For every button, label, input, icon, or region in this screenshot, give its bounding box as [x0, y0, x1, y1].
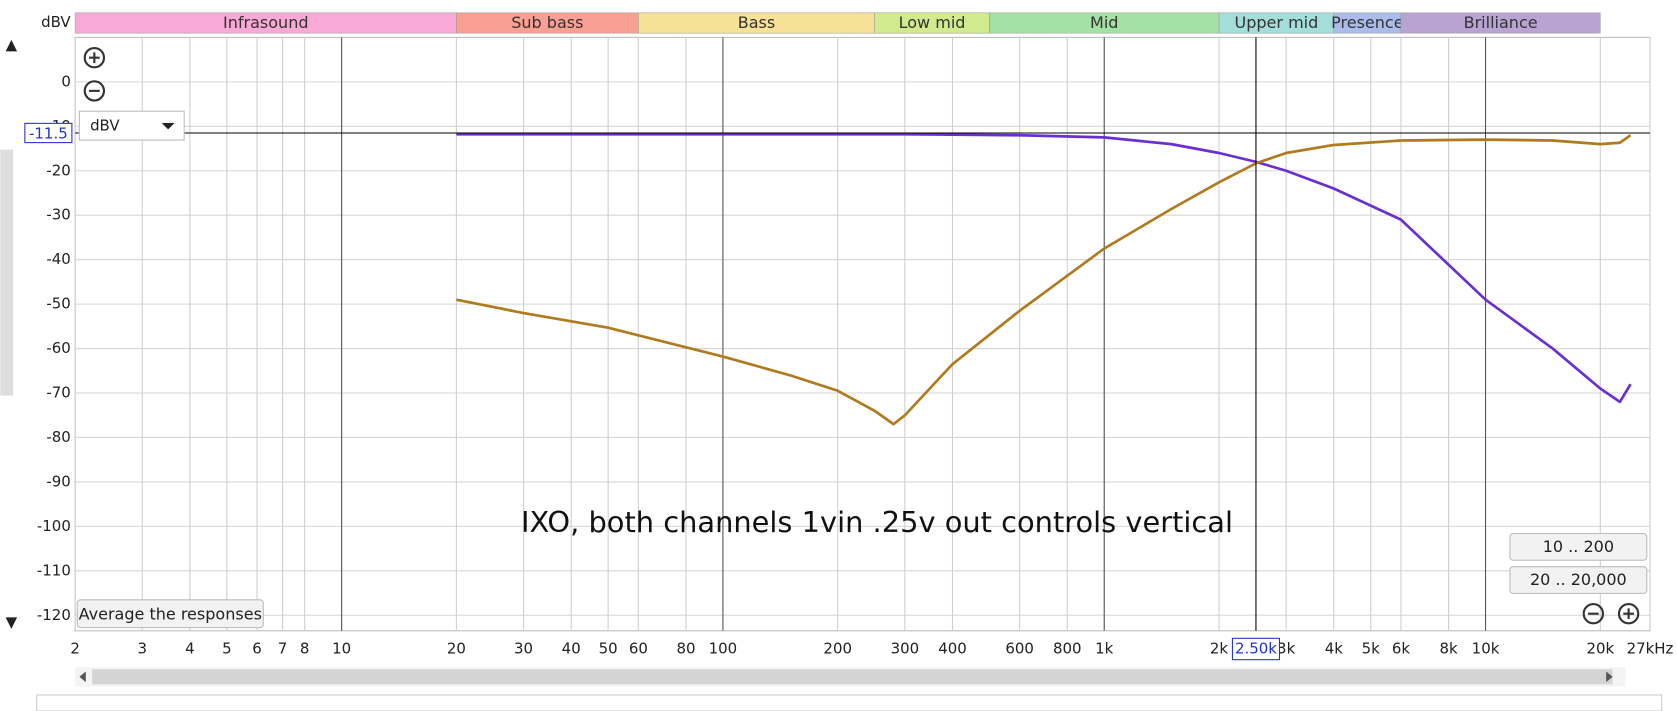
x-tick-label: 3k: [1277, 639, 1296, 657]
band-label: Low mid: [899, 13, 966, 32]
cursor-x-box: [1231, 637, 1281, 661]
y-tick-label: -20: [46, 161, 70, 179]
x-tick-label: 40: [562, 639, 581, 657]
y-tick-label: -100: [37, 517, 71, 535]
x-tick-label: 5k: [1362, 639, 1381, 657]
x-tick-label: 2: [70, 639, 80, 657]
response-line: [456, 134, 1632, 426]
x-tick-label: 10: [332, 639, 351, 657]
x-tick-label: 6: [252, 639, 262, 657]
x-tick-label: 30: [514, 639, 533, 657]
x-tick-label: 8: [300, 639, 310, 657]
unit-dropdown-text: dBV: [90, 117, 120, 135]
y-unit-label: dBV: [41, 13, 71, 31]
x-tick-label: 60: [629, 639, 648, 657]
x-tick-label: 400: [938, 639, 967, 657]
plot-area: [74, 36, 1651, 632]
x-tick-label: 800: [1053, 639, 1082, 657]
band-label: Presence: [1331, 13, 1403, 32]
legend-panel: [36, 694, 1663, 711]
x-tick-label: 200: [823, 639, 852, 657]
band-label: Infrasound: [223, 13, 309, 32]
x-tick-label: 7: [278, 639, 288, 657]
cursor-x-label: 2.50k: [1235, 639, 1277, 657]
range-button[interactable]: 10 .. 200: [1509, 532, 1648, 561]
x-tick-label: 100: [709, 639, 738, 657]
y-tick-label: -80: [46, 428, 70, 446]
x-tick-label: 3: [137, 639, 147, 657]
band-label: Brilliance: [1464, 13, 1538, 32]
y-tick-label: -90: [46, 472, 70, 490]
average-button-text: Average the responses: [79, 604, 262, 623]
y-tick-label: -30: [46, 206, 70, 224]
plot-frame: [74, 36, 1651, 632]
x-tick-label: 1k: [1095, 639, 1114, 657]
y-tick-label: -70: [46, 384, 70, 402]
y-tick-label: -50: [46, 295, 70, 313]
x-tick-label: 10k: [1472, 639, 1500, 657]
y-tick-label: 0: [61, 72, 71, 90]
y-tick-label: -120: [37, 606, 71, 624]
h-scroll-thumb[interactable]: [92, 669, 1613, 685]
band-label: Sub bass: [511, 13, 583, 32]
x-tick-label: 4k: [1325, 639, 1344, 657]
range-button-text: 20 .. 20,000: [1530, 570, 1627, 589]
range-button-text: 10 .. 200: [1543, 537, 1614, 556]
average-button[interactable]: Average the responses: [76, 599, 264, 629]
v-scroll-up[interactable]: ▲: [6, 35, 18, 53]
cursor-y-box: [24, 122, 73, 144]
annotation: IXO, both channels 1vin .25v out control…: [521, 505, 1233, 539]
x-tick-label: 8k: [1439, 639, 1458, 657]
response-line: [456, 132, 1632, 404]
y-tick-label: -40: [46, 250, 70, 268]
x-tick-label: 4: [185, 639, 195, 657]
band-label: Bass: [738, 13, 776, 32]
v-scroll-thumb[interactable]: [0, 149, 14, 396]
v-scroll-down[interactable]: ▼: [6, 613, 18, 631]
unit-dropdown[interactable]: dBV: [78, 110, 185, 141]
zoom-out-x[interactable]: [1582, 603, 1605, 625]
x-tick-label: 27kHz: [1627, 639, 1674, 657]
x-tick-label: 50: [599, 639, 618, 657]
x-tick-label: 300: [891, 639, 920, 657]
zoom-in-y[interactable]: [83, 47, 106, 69]
x-tick-label: 2k: [1210, 639, 1229, 657]
cursor-y-label: -11.5: [29, 125, 68, 143]
band: [1400, 12, 1601, 34]
x-tick-label: 6k: [1392, 639, 1411, 657]
x-tick-label: 80: [676, 639, 695, 657]
band-label: Upper mid: [1234, 13, 1318, 32]
zoom-in-x[interactable]: [1617, 603, 1640, 625]
x-tick-label: 5: [222, 639, 232, 657]
x-tick-label: 20k: [1586, 639, 1614, 657]
y-tick-label: -110: [37, 561, 71, 579]
zoom-out-y[interactable]: [83, 80, 106, 102]
range-button[interactable]: 20 .. 20,000: [1509, 566, 1648, 594]
y-tick-label: -60: [46, 339, 70, 357]
band-label: Mid: [1090, 13, 1118, 32]
x-tick-label: 20: [447, 639, 466, 657]
x-tick-label: 600: [1005, 639, 1034, 657]
